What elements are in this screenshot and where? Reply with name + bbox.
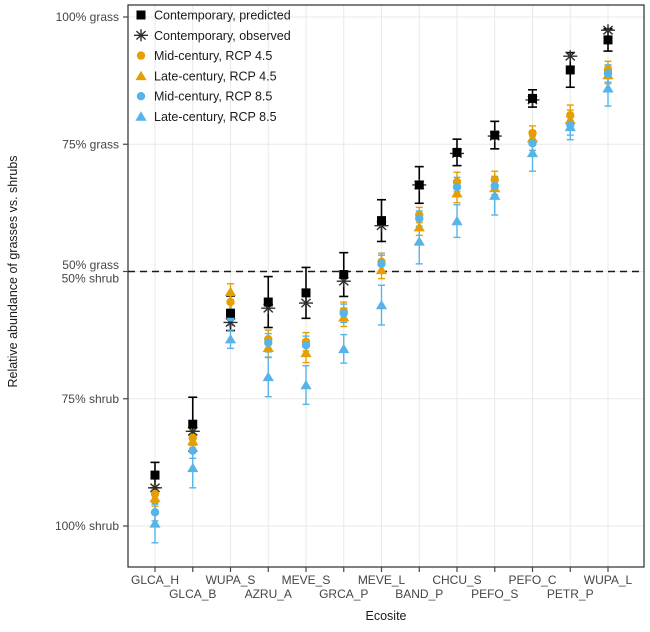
x-axis-title: Ecosite (366, 609, 407, 623)
x-tick-label: PEFO_S (471, 587, 518, 601)
x-tick-label: CHCU_S (432, 573, 481, 587)
legend-label: Mid-century, RCP 8.5 (154, 90, 272, 104)
x-tick-label: PEFO_C (508, 573, 556, 587)
x-tick-label: MEVE_S (282, 573, 331, 587)
legend-label: Late-century, RCP 8.5 (154, 110, 277, 124)
series-mid-century-rcp-8-5 (150, 69, 613, 517)
y-tick-label: 50% grass (62, 258, 119, 272)
y-tick-label: 100% grass (56, 10, 119, 24)
y-tick-label: 75% grass (62, 137, 119, 151)
x-tick-label: MEVE_L (358, 573, 406, 587)
legend-label: Contemporary, predicted (154, 9, 291, 23)
legend-label: Mid-century, RCP 4.5 (154, 49, 272, 63)
x-tick-label: GLCA_H (131, 573, 179, 587)
y-tick-label: 100% shrub (55, 519, 119, 533)
x-tick-label: AZRU_A (245, 587, 292, 601)
y-tick-label: 75% shrub (62, 392, 120, 406)
x-tick-label: WUPA_S (206, 573, 256, 587)
legend: Contemporary, predicted Contemporary, obs… (134, 9, 291, 124)
axis-titles: Ecosite Relative abundance of grasses vs.… (6, 155, 407, 623)
legend-label: Late-century, RCP 4.5 (154, 69, 277, 83)
series-late-century-rcp-8-5 (149, 83, 614, 528)
x-tick-label: WUPA_L (584, 573, 633, 587)
x-tick-label: GLCA_B (169, 587, 216, 601)
y-axis-title: Relative abundance of grasses vs. shrubs (6, 155, 20, 387)
y-tick-label: 50% shrub (62, 272, 120, 286)
x-tick-label: BAND_P (395, 587, 443, 601)
x-axis: GLCA_HGLCA_BWUPA_SAZRU_AMEVE_SGRCA_PMEVE… (131, 567, 633, 601)
x-tick-label: GRCA_P (319, 587, 368, 601)
series-contemporary-predicted (150, 35, 613, 480)
legend-label: Contemporary, observed (154, 29, 291, 43)
x-tick-label: PETR_P (547, 587, 594, 601)
panel-border (127, 4, 645, 568)
